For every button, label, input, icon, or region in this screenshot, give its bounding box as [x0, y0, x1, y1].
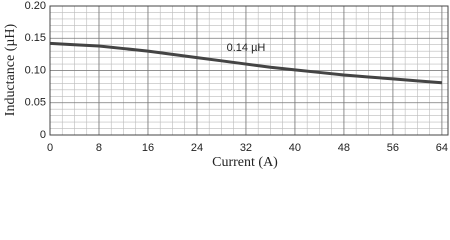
- y-tick-label: 0.20: [25, 0, 46, 12]
- plot-frame: [49, 5, 449, 136]
- x-tick-label: 24: [191, 142, 203, 154]
- y-axis-title: Inductance (µH): [3, 23, 18, 116]
- y-tick-label: 0.15: [25, 32, 46, 44]
- x-tick-label: 40: [289, 142, 301, 154]
- x-tick-label: 48: [338, 142, 350, 154]
- line-series: [49, 41, 442, 85]
- x-tick-label: 8: [96, 142, 102, 154]
- x-tick-label: 0: [47, 142, 53, 154]
- x-tick-label: 64: [436, 142, 448, 154]
- annotation: 0.14 µH: [227, 42, 266, 54]
- y-tick-label: 0.05: [25, 97, 46, 109]
- x-tick-label: 32: [240, 142, 252, 154]
- x-axis-title: Current (A): [212, 155, 278, 170]
- chart: Current (A) Inductance (µH) 0 0.05 0.10 0.1…: [3, 0, 449, 170]
- y-tick-label: 0.10: [25, 64, 46, 76]
- y-tick-label: 0: [40, 129, 46, 141]
- x-tick-label: 16: [142, 142, 154, 154]
- x-tick-label: 56: [387, 142, 399, 154]
